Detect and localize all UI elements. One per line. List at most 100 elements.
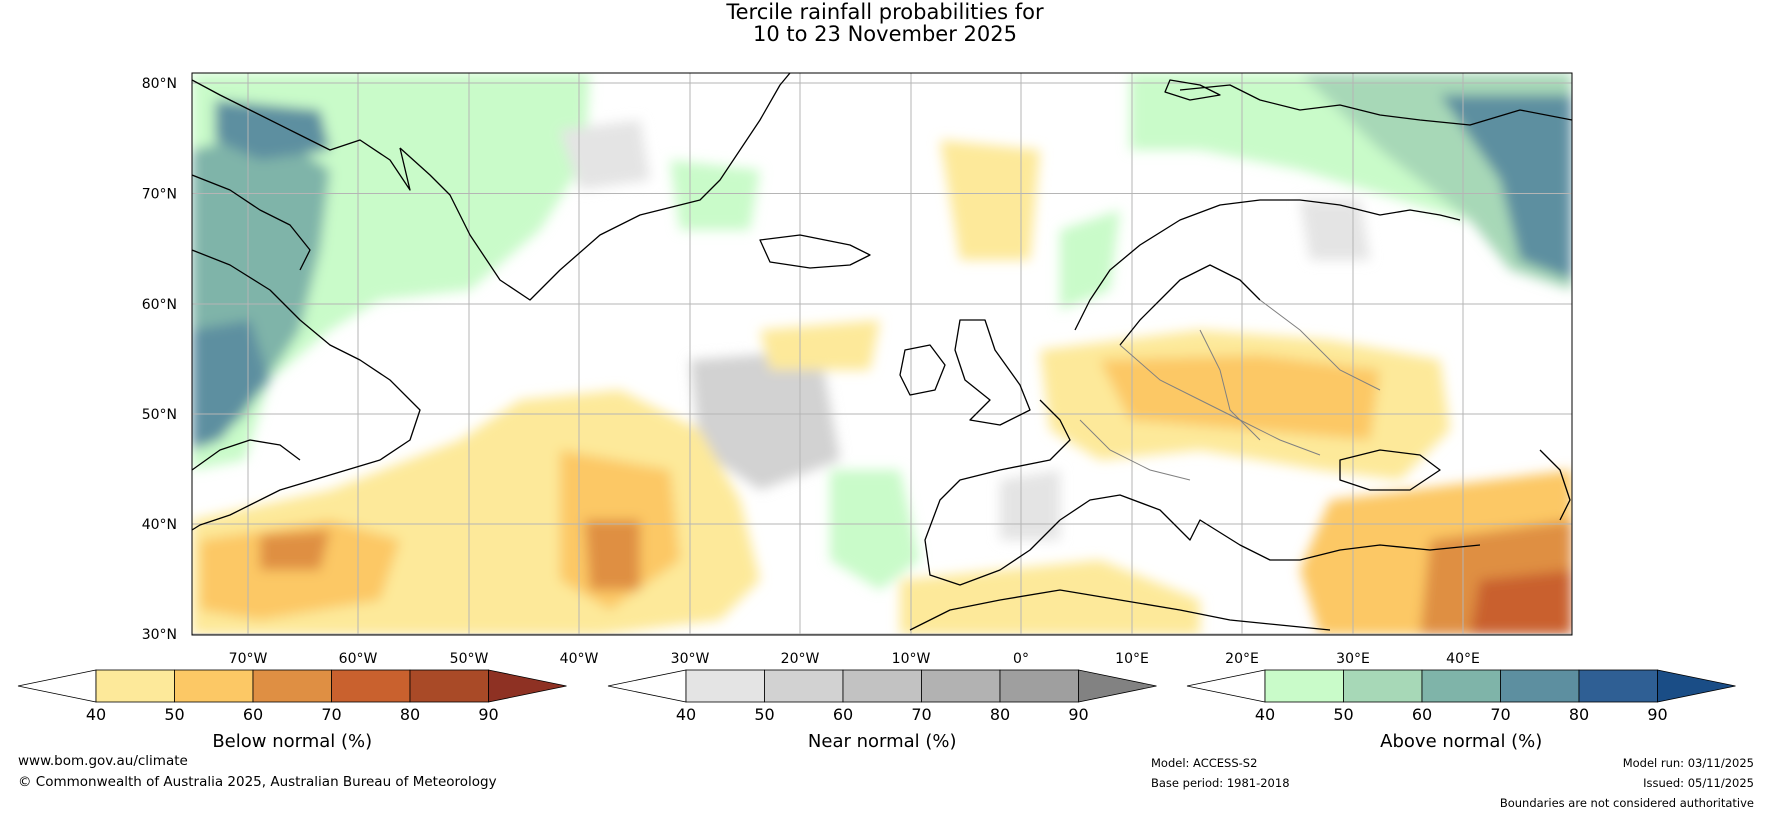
colorbar-tick-label: 70: [1490, 705, 1510, 724]
coastline-north-africa: [909, 589, 1331, 631]
coastline-greenland: [399, 73, 791, 301]
colorbar-swatch: [174, 669, 254, 703]
boundary-disclaimer: Boundaries are not considered authoritat…: [1499, 796, 1754, 810]
lon-label: 0°: [1013, 651, 1029, 667]
coastline-black-sea: [1339, 449, 1441, 491]
above-normal-core-labrador: [192, 320, 270, 450]
map-area: [192, 73, 1572, 635]
colorbar-swatch: [764, 669, 844, 703]
base-period: Base period: 1981-2018: [1151, 776, 1290, 790]
colorbar-swatch: [1500, 669, 1580, 703]
colorbar-extend-high: [488, 669, 567, 703]
colorbar-tick-label: 80: [1569, 705, 1589, 724]
coastline-baffin: [192, 79, 411, 191]
colorbar-extend-low: [17, 669, 97, 703]
coastline-mediterranean: [1059, 494, 1481, 561]
colorbar-tick-label: 90: [478, 705, 498, 724]
coastline-svalbard: [1164, 79, 1221, 101]
coastline-ireland: [899, 344, 946, 396]
coastline-iceland: [759, 234, 871, 269]
coastline-britain: [954, 319, 1031, 426]
colorbar-tick-label: 50: [164, 705, 184, 724]
lon-label: 40°W: [560, 651, 599, 667]
colorbar-extend-low: [1186, 669, 1266, 703]
lon-label: 40°E: [1446, 651, 1480, 667]
border-4: [1259, 299, 1381, 391]
colorbar-swatch: [331, 669, 411, 703]
lon-label: 10°E: [1115, 651, 1149, 667]
colorbar-tick-label: 70: [321, 705, 341, 724]
website-url: www.bom.gov.au/climate: [18, 753, 188, 769]
coastline-labrador: [192, 249, 421, 531]
border-2: [1079, 419, 1191, 481]
lon-label: 70°W: [229, 651, 268, 667]
above-normal-core-baffin: [215, 100, 330, 160]
lat-label: 70°N: [142, 187, 177, 203]
lon-label: 30°W: [671, 651, 710, 667]
colorbar-swatch: [999, 669, 1079, 703]
lat-label: 80°N: [142, 76, 177, 92]
colorbar-tick-label: 80: [990, 705, 1010, 724]
below-normal-deep-atlantic-2: [585, 520, 640, 590]
colorbar-tick-label: 60: [1412, 705, 1432, 724]
country-borders: [1079, 299, 1381, 481]
near-normal-colorbar: 40 50 60 70 80 90 Near normal (%): [607, 669, 1157, 752]
colorbar-tick-label: 80: [400, 705, 420, 724]
near-normal-region-2: [560, 120, 650, 190]
below-normal-core-europe: [1100, 355, 1380, 440]
border-1: [1119, 344, 1321, 456]
map-frame: [191, 72, 1573, 636]
coastline-arctic-russia: [1179, 84, 1572, 126]
copyright-notice: © Commonwealth of Australia 2025, Austra…: [18, 774, 497, 790]
below-normal-deep-middle-east: [1470, 570, 1572, 635]
issued-date: Issued: 05/11/2025: [1643, 776, 1754, 790]
below-normal-colorbar: 40 50 60 70 80 90 Below normal (%): [17, 669, 567, 752]
colorbar-title: Above normal (%): [1380, 731, 1542, 752]
near-normal-region-3: [1300, 200, 1370, 260]
lon-label: 20°W: [781, 651, 820, 667]
above-normal-region-iberia: [830, 470, 920, 590]
above-normal-deep-barents: [1440, 95, 1572, 280]
lat-label: 40°N: [142, 517, 177, 533]
longitude-labels: 70°W 60°W 50°W 40°W 30°W 20°W 10°W 0° 10…: [229, 651, 1480, 667]
coastline-hudson: [192, 439, 301, 471]
colorbar-tick-label: 40: [1255, 705, 1275, 724]
coastline-labrador-north: [192, 174, 311, 271]
above-normal-colorbar: 40 50 60 70 80 90 Above normal (%): [1186, 669, 1736, 752]
lat-label: 30°N: [142, 627, 177, 643]
lon-label: 50°W: [450, 651, 489, 667]
border-3: [1199, 329, 1261, 441]
colorbar-tick-label: 60: [243, 705, 263, 724]
lon-label: 20°E: [1225, 651, 1259, 667]
near-normal-region-1: [690, 350, 840, 490]
colorbar-swatch: [685, 669, 765, 703]
model-run-date: Model run: 03/11/2025: [1622, 756, 1754, 770]
below-normal-region-norwegian-sea: [940, 140, 1040, 260]
colorbar-tick-label: 70: [911, 705, 931, 724]
lon-label: 30°E: [1336, 651, 1370, 667]
colorbar-tick-label: 90: [1647, 705, 1667, 724]
colorbar-title: Near normal (%): [808, 731, 957, 752]
colorbar-extend-high: [1078, 669, 1157, 703]
above-normal-region-atlantic: [670, 160, 760, 230]
coastlines: [192, 73, 1572, 631]
colorbar-title: Below normal (%): [212, 731, 372, 752]
colorbar-swatch: [252, 669, 332, 703]
colorbar-swatch: [842, 669, 922, 703]
lon-label: 10°W: [892, 651, 931, 667]
colorbar-tick-label: 50: [1333, 705, 1353, 724]
below-normal-region-uk: [760, 320, 880, 370]
near-normal-region-4: [1000, 470, 1060, 540]
map-title-line-1: Tercile rainfall probabilities for: [726, 0, 1044, 24]
colorbar-extend-high: [1657, 669, 1736, 703]
colorbar-tick-label: 40: [86, 705, 106, 724]
colorbars: 40 50 60 70 80 90 Below normal (%) 40 50 60 70 80 90…: [17, 669, 1736, 752]
colorbar-swatch: [1421, 669, 1501, 703]
coastline-caspian: [1539, 449, 1571, 521]
colorbar-tick-label: 60: [833, 705, 853, 724]
colorbar-swatch: [1264, 669, 1344, 703]
lon-label: 60°W: [339, 651, 378, 667]
colorbar-swatch: [409, 669, 489, 703]
colorbar-swatch: [921, 669, 1001, 703]
